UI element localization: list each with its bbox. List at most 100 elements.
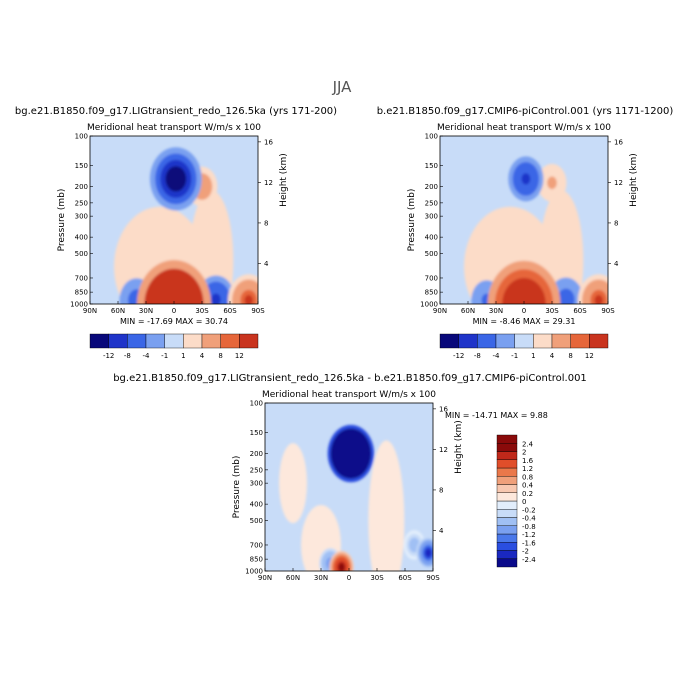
y-right-axis-label: Height (km) [454,420,464,474]
y-tick-label: 200 [75,183,88,191]
contour-field [440,136,608,304]
colorbar-swatch [496,500,518,510]
colorbar-label: 0.4 [522,482,534,490]
panel-picontrol: Meridional heat transport W/m/s x 100100… [407,123,639,326]
panel-a-case-title: bg.e21.B1850.f09_g17.LIGtransient_redo_1… [15,106,337,117]
panel-subtitle: Meridional heat transport W/m/s x 100 [437,123,611,133]
x-tick-label: 60N [461,307,475,315]
height-tick-label: 4 [264,260,269,268]
colorbar-swatch [496,525,518,535]
x-tick-label: 60S [223,307,237,315]
y-tick-label: 500 [75,250,88,258]
y-tick-label: 400 [250,501,263,509]
panel-diff-title: bg.e21.B1850.f09_g17.LIGtransient_redo_1… [113,373,587,384]
y-tick-label: 500 [425,250,438,258]
colorbar-label: -1.2 [522,531,536,539]
colorbar-label: -8 [474,352,481,360]
contour-band [411,541,418,549]
colorbar-swatch [496,467,518,477]
colorbar-label: 1.2 [522,465,533,473]
height-tick-label: 12 [264,179,273,187]
colorbar-label: -0.8 [522,523,536,531]
y-axis-label: Pressure (mb) [407,189,417,252]
colorbar-swatch [496,542,518,551]
colorbar-label: 1 [181,352,185,360]
colorbar-swatch [495,333,515,349]
field-region [368,440,405,571]
colorbar-swatch [570,333,590,349]
x-tick-label: 0 [172,307,176,315]
contour-band [521,173,531,185]
height-tick-label: 8 [614,219,618,227]
colorbar-swatch [496,484,518,493]
y-tick-label: 100 [75,133,88,141]
colorbar-swatch [164,333,184,349]
colorbar-swatch [458,333,478,349]
y-tick-label: 250 [250,466,263,474]
height-tick-label: 12 [614,179,623,187]
colorbar-swatch [496,533,518,543]
colorbar-label: 4 [550,352,555,360]
y-right-axis-label: Height (km) [629,153,639,207]
y-tick-label: 1000 [70,301,88,309]
y-axis-label: Pressure (mb) [57,189,67,252]
y-tick-label: 500 [250,517,263,525]
colorbar-swatch [514,333,534,349]
colorbar-swatch [496,509,518,518]
season-title: JJA [332,78,353,96]
y-tick-label: 200 [425,183,438,191]
y-axis-label: Pressure (mb) [232,456,242,519]
x-tick-label: 30N [139,307,153,315]
colorbar-label: -0.4 [522,515,536,523]
colorbar-label: -1 [511,352,518,360]
colorbar-label: -12 [453,352,464,360]
panel-subtitle: Meridional heat transport W/m/s x 100 [87,123,261,133]
colorbar-swatch [496,459,518,469]
colorbar-label: -8 [124,352,131,360]
x-tick-label: 0 [347,574,351,582]
colorbar-label: 0.2 [522,490,533,498]
colorbar-horizontal-b: -12 -8 -4 -1 1 4 8 12 [439,333,609,360]
colorbar-label: -0.2 [522,506,536,514]
x-tick-label: 90S [426,574,440,582]
colorbar-swatch [496,451,518,460]
height-tick-label: 8 [439,486,443,494]
colorbar-label: -2.4 [522,556,536,564]
stats-label: MIN = -14.71 MAX = 9.88 [445,411,548,420]
colorbar-swatch [496,550,518,559]
y-tick-label: 850 [250,556,263,564]
colorbar-label: 8 [568,352,572,360]
contour-band [426,550,430,555]
colorbar-label: -1.6 [522,539,536,547]
y-tick-label: 100 [425,133,438,141]
y-tick-label: 700 [75,274,88,282]
y-tick-label: 200 [250,450,263,458]
colorbar-label: 0 [522,498,526,506]
x-tick-label: 90S [601,307,615,315]
x-tick-label: 60S [573,307,587,315]
colorbar-swatch [127,333,147,349]
colorbar-swatch [496,443,518,452]
colorbar-label: 4 [200,352,205,360]
x-tick-label: 90N [433,307,447,315]
colorbar-swatch [533,333,553,349]
panel-subtitle: Meridional heat transport W/m/s x 100 [262,390,436,400]
colorbar-label: 1 [531,352,535,360]
x-tick-label: 30S [195,307,209,315]
height-tick-label: 16 [614,138,623,146]
colorbar-label: -12 [103,352,114,360]
colorbar-swatch [108,333,128,349]
contour-band [340,565,344,570]
contour-band [516,295,532,304]
y-tick-label: 150 [250,429,263,437]
colorbar-label: 0.8 [522,473,533,481]
field-region [279,443,307,524]
x-tick-label: 0 [522,307,526,315]
contour-field [265,403,433,571]
colorbar-label: 2 [522,449,526,457]
y-tick-label: 400 [425,234,438,242]
colorbar-swatch [145,333,165,349]
contour-band [594,295,603,304]
height-tick-label: 8 [264,219,268,227]
